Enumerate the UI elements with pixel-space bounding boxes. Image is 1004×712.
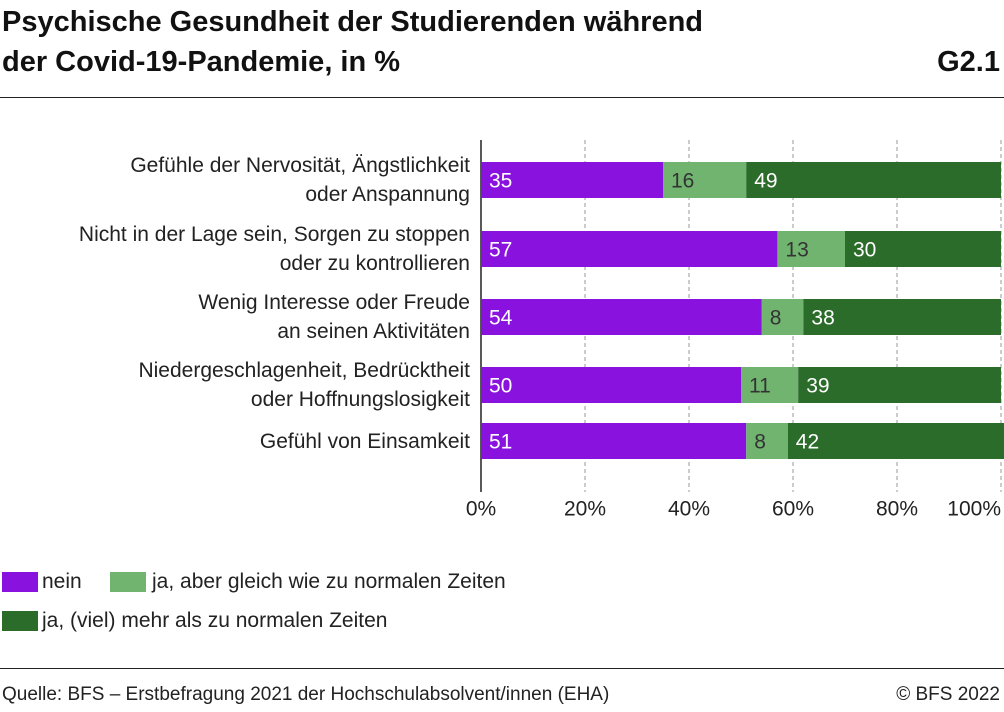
category-label: Nicht in der Lage sein, Sorgen zu stoppe… <box>78 223 470 275</box>
bar-segment <box>746 162 1001 198</box>
legend-swatch <box>2 611 38 631</box>
data-label: 11 <box>749 375 771 398</box>
data-label: 30 <box>853 239 876 262</box>
data-label: 54 <box>489 307 513 330</box>
category-label: Wenig Interesse oder Freude an seinen Ak… <box>198 291 470 343</box>
bar-segment <box>746 423 788 459</box>
legend-swatch <box>2 572 38 592</box>
bar-segment <box>777 231 845 267</box>
data-label: 39 <box>806 375 829 398</box>
category-label: Gefühl von Einsamkeit <box>259 429 470 453</box>
x-tick-label: 100% <box>947 498 1001 521</box>
bar-segment <box>481 231 778 267</box>
bar-segment <box>481 423 747 459</box>
x-tick-label: 40% <box>668 498 710 521</box>
bar-segment <box>803 299 1001 335</box>
data-label: 8 <box>754 431 766 454</box>
x-tick-label: 20% <box>564 498 606 521</box>
bar-segment <box>481 162 663 198</box>
data-label: 51 <box>489 431 512 454</box>
bar-segment <box>845 231 1001 267</box>
data-label: 57 <box>489 239 512 262</box>
rule <box>0 97 1004 98</box>
legend-label: ja, (viel) mehr als zu normalen Zeiten <box>42 609 388 632</box>
bar-segment <box>481 299 762 335</box>
bar-segment <box>663 162 747 198</box>
source: Quelle: BFS – Erstbefragung 2021 der Hoc… <box>2 684 610 705</box>
copyright: © BFS 2022 <box>896 684 1000 705</box>
data-label: 50 <box>489 375 512 398</box>
category-label: Gefühle der Nervosität, Ängstlichkeit od… <box>130 154 470 206</box>
legend-swatch <box>110 572 146 592</box>
rule <box>0 668 1004 669</box>
data-label: 38 <box>811 307 834 330</box>
x-tick-label: 60% <box>772 498 814 521</box>
data-label: 35 <box>489 170 512 193</box>
bar-segment <box>761 299 804 335</box>
chart-title: Psychische Gesundheit der Studierenden w… <box>2 6 704 78</box>
figure-id: G2.1 <box>937 46 1000 78</box>
x-tick-label: 0% <box>466 498 496 521</box>
data-label: 13 <box>785 239 808 262</box>
data-label: 8 <box>770 307 782 330</box>
legend-label: nein <box>42 570 82 593</box>
data-label: 16 <box>671 170 694 193</box>
legend-label: ja, aber gleich wie zu normalen Zeiten <box>152 570 506 593</box>
bar-segment <box>798 367 1001 403</box>
bar-segment <box>741 367 799 403</box>
bar-segment <box>787 423 1004 459</box>
bar-segment <box>481 367 741 403</box>
data-label: 42 <box>796 431 819 454</box>
x-tick-label: 80% <box>876 498 918 521</box>
category-label: Niedergeschlagenheit, Bedrücktheit oder … <box>138 359 470 411</box>
data-label: 49 <box>754 170 777 193</box>
